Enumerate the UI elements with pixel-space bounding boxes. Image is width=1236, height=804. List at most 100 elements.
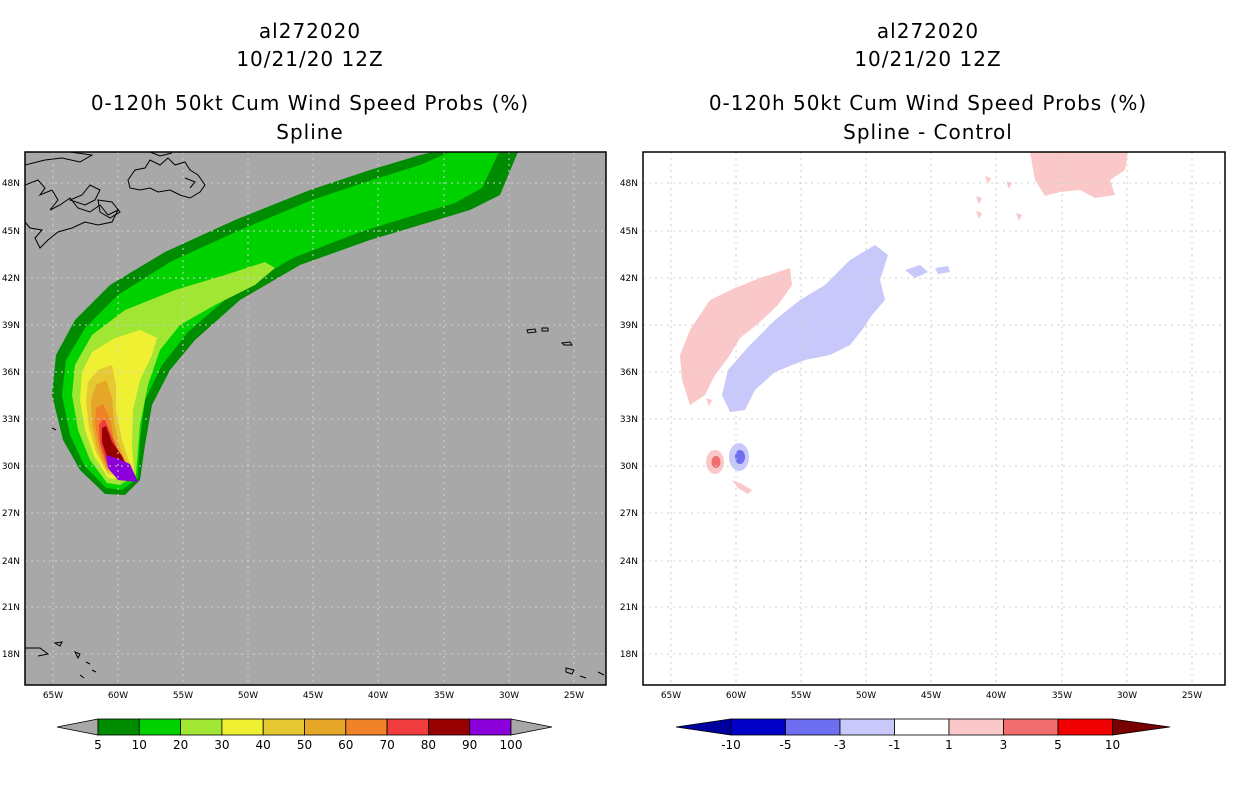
lat-label: 33N: [620, 415, 638, 425]
colorbar-swatch: [730, 718, 786, 736]
lon-label: 30W: [1117, 691, 1137, 701]
colorbar-swatch: [97, 718, 140, 736]
colorbar-swatch: [1003, 718, 1059, 736]
right-panel: al272020 10/21/20 12Z 0-120h 50kt Cum Wi…: [620, 19, 1226, 752]
colorbar-swatch: [427, 718, 471, 736]
lat-label: 27N: [2, 509, 20, 519]
colorbar-label: -10: [721, 738, 741, 752]
colorbar-label: 10: [132, 738, 147, 752]
lat-label: 42N: [620, 274, 638, 284]
colorbar-arrow-high: [1112, 718, 1171, 736]
left-lon-axis: 65W 60W 55W 50W 45W 40W 35W 30W 25W: [43, 691, 584, 701]
diff-positive-speck: [732, 480, 752, 494]
colorbar-label: 5: [1054, 738, 1062, 752]
lat-label: 30N: [620, 462, 638, 472]
lat-label: 39N: [620, 321, 638, 331]
lon-label: 35W: [1052, 691, 1072, 701]
right-colorbar: -10 -5 -3 -1 1 3 5 10: [675, 718, 1171, 752]
right-datetime: 10/21/20 12Z: [854, 47, 1001, 71]
lat-label: 24N: [2, 557, 20, 567]
lon-label: 25W: [1182, 691, 1202, 701]
diff-negative-speck: [905, 265, 928, 278]
left-probability-field: [52, 152, 518, 495]
lon-label: 55W: [791, 691, 811, 701]
lat-label: 45N: [2, 227, 20, 237]
lat-label: 36N: [620, 368, 638, 378]
colorbar-label: 100: [500, 738, 523, 752]
colorbar-label: 80: [421, 738, 436, 752]
right-subtitle: Spline - Control: [843, 120, 1013, 144]
diff-negative-speck: [935, 266, 950, 274]
colorbar-label: -3: [834, 738, 846, 752]
colorbar-swatch: [948, 718, 1004, 736]
lat-label: 21N: [2, 603, 20, 613]
lon-label: 30W: [499, 691, 519, 701]
lat-label: 18N: [2, 650, 20, 660]
colorbar-swatch: [839, 718, 895, 736]
left-map-frame: [24, 151, 607, 686]
colorbar-swatch: [785, 718, 841, 736]
right-storm-id: al272020: [877, 19, 979, 43]
left-panel: al272020 10/21/20 12Z 0-120h 50kt Cum Wi…: [2, 19, 607, 752]
colorbar-swatch: [304, 718, 347, 736]
colorbar-label: -1: [889, 738, 901, 752]
right-title: 0-120h 50kt Cum Wind Speed Probs (%): [709, 91, 1147, 115]
left-gridlines: [25, 152, 606, 685]
lon-label: 25W: [564, 691, 584, 701]
lat-label: 45N: [620, 227, 638, 237]
left-title: 0-120h 50kt Cum Wind Speed Probs (%): [91, 91, 529, 115]
lat-label: 48N: [2, 179, 20, 189]
lat-label: 48N: [620, 179, 638, 189]
left-storm-id: al272020: [259, 19, 361, 43]
right-lon-axis: 65W 60W 55W 50W 45W 40W 35W 30W 25W: [661, 691, 1202, 701]
diff-positive-speck: [976, 211, 982, 219]
lat-label: 30N: [2, 462, 20, 472]
colorbar-label: 90: [462, 738, 477, 752]
colorbar-label: 1: [945, 738, 953, 752]
lon-label: 45W: [303, 691, 323, 701]
lon-label: 35W: [434, 691, 454, 701]
colorbar-label: 40: [256, 738, 271, 752]
diff-negative-region: [722, 245, 888, 412]
diff-positive-speck: [985, 176, 991, 184]
colorbar-swatch: [180, 718, 223, 736]
lon-label: 65W: [43, 691, 63, 701]
colorbar-label: 10: [1105, 738, 1120, 752]
right-difference-field: [680, 152, 1128, 494]
lon-label: 45W: [921, 691, 941, 701]
diff-positive-speck: [702, 372, 708, 380]
colorbar-swatch: [262, 718, 305, 736]
diff-positive-region: [1030, 152, 1128, 198]
right-gridlines: [643, 152, 1225, 685]
prob-band-90: [106, 455, 138, 482]
colorbar-arrow-low: [56, 718, 99, 736]
colorbar-label: 50: [297, 738, 312, 752]
colorbar-label: 70: [379, 738, 394, 752]
right-map-frame: [642, 151, 1226, 686]
colorbar-swatch: [469, 718, 512, 736]
lat-label: 39N: [2, 321, 20, 331]
lon-label: 65W: [661, 691, 681, 701]
lon-label: 60W: [108, 691, 128, 701]
colorbar-label: 3: [1000, 738, 1008, 752]
lat-label: 33N: [2, 415, 20, 425]
lat-label: 18N: [620, 650, 638, 660]
lat-label: 42N: [2, 274, 20, 284]
colorbar-swatch: [221, 718, 264, 736]
colorbar-label: 20: [173, 738, 188, 752]
lat-label: 24N: [620, 557, 638, 567]
lon-label: 40W: [368, 691, 388, 701]
diff-negative-core: [735, 450, 745, 464]
diff-positive-speck: [1016, 213, 1022, 221]
left-datetime: 10/21/20 12Z: [236, 47, 383, 71]
lon-label: 55W: [173, 691, 193, 701]
right-map-background: [643, 152, 1225, 685]
colorbar-swatch: [138, 718, 182, 736]
lon-label: 50W: [856, 691, 876, 701]
colorbar-arrow-low: [675, 718, 732, 736]
lat-label: 36N: [2, 368, 20, 378]
colorbar-label: 60: [338, 738, 353, 752]
lat-label: 27N: [620, 509, 638, 519]
lat-label: 21N: [620, 603, 638, 613]
